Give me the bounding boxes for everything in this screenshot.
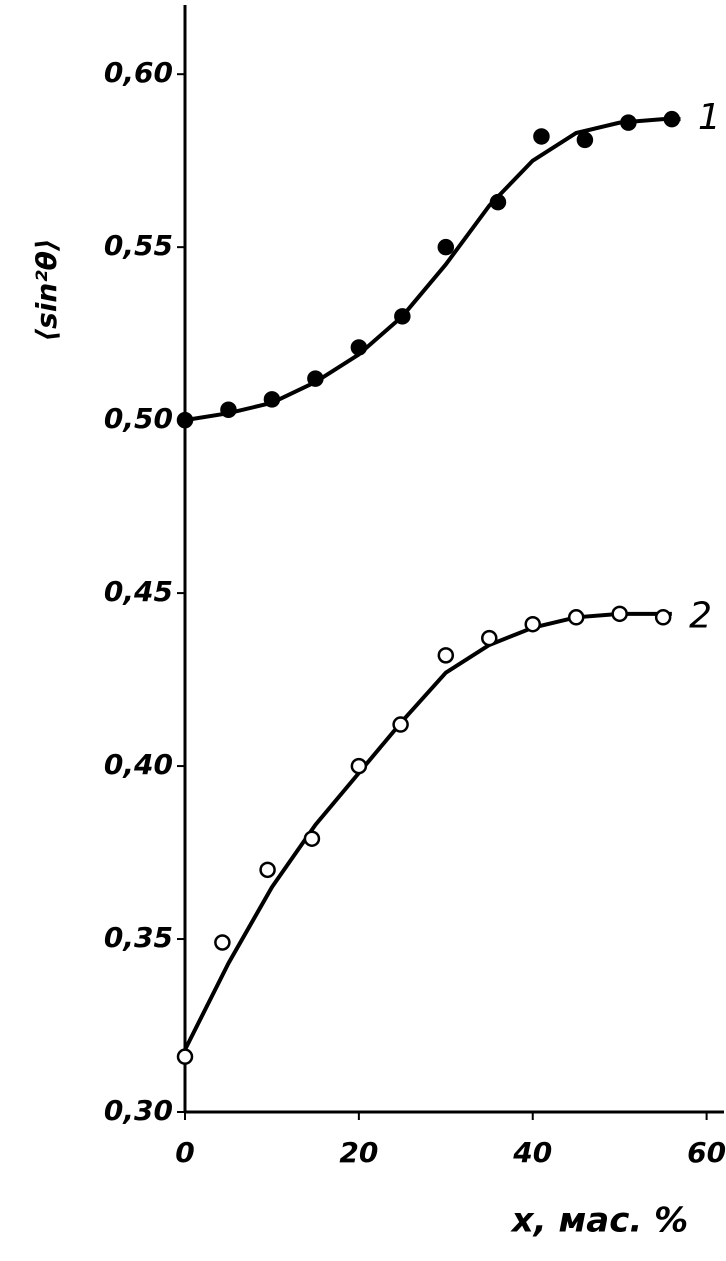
y-tick-label: 0,40	[104, 748, 173, 781]
x-axis-label: x, мас. %	[510, 1201, 688, 1241]
data-point	[439, 648, 453, 662]
data-point	[305, 832, 319, 846]
data-point	[534, 129, 548, 143]
data-point	[178, 413, 192, 427]
x-tick-label: 40	[512, 1136, 552, 1169]
data-point	[569, 610, 583, 624]
data-point	[656, 610, 670, 624]
series-label: 1	[698, 97, 721, 138]
data-point	[491, 195, 505, 209]
data-point	[621, 116, 635, 130]
data-point	[265, 392, 279, 406]
x-tick-label: 60	[687, 1136, 726, 1169]
y-tick-label: 0,60	[104, 56, 173, 89]
data-point	[308, 372, 322, 386]
fit-curve	[185, 614, 672, 1050]
data-point	[526, 617, 540, 631]
y-tick-label: 0,35	[104, 921, 173, 954]
y-tick-label: 0,50	[104, 402, 173, 435]
chart: ⟨sin²θ⟩ x, мас. % 0,30 0,35 0,40 0,45 0,50 0,…	[0, 0, 726, 1261]
x-tick-label: 20	[339, 1136, 378, 1169]
data-point	[221, 403, 235, 417]
data-point	[439, 240, 453, 254]
data-point	[578, 133, 592, 147]
data-point	[665, 112, 679, 126]
data-point	[178, 1050, 192, 1064]
data-point	[613, 607, 627, 621]
fit-curve	[185, 119, 681, 420]
y-tick-label: 0,55	[104, 229, 173, 262]
y-axis-label: ⟨sin²θ⟩	[30, 238, 63, 341]
x-tick-label: 0	[175, 1136, 194, 1169]
data-point	[261, 863, 275, 877]
y-tick-label: 0,30	[104, 1094, 173, 1127]
data-point	[482, 631, 496, 645]
data-point	[352, 759, 366, 773]
data-point	[394, 718, 408, 732]
data-point	[352, 340, 366, 354]
data-point	[215, 935, 229, 949]
data-point	[395, 309, 409, 323]
y-tick-label: 0,45	[104, 575, 173, 608]
series-label: 2	[689, 595, 712, 636]
